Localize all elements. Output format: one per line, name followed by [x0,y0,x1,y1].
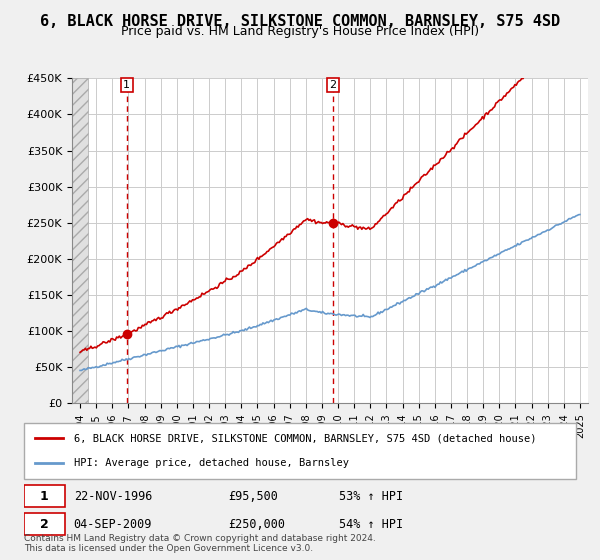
Text: 1: 1 [124,80,130,90]
Text: 2: 2 [329,80,337,90]
Text: 54% ↑ HPI: 54% ↑ HPI [338,517,403,531]
Bar [72,78,88,403]
FancyBboxPatch shape [24,513,65,535]
Text: 6, BLACK HORSE DRIVE, SILKSTONE COMMON, BARNSLEY, S75 4SD: 6, BLACK HORSE DRIVE, SILKSTONE COMMON, … [40,14,560,29]
Text: 1: 1 [40,489,49,503]
Text: HPI: Average price, detached house, Barnsley: HPI: Average price, detached house, Barn… [74,458,349,468]
FancyBboxPatch shape [24,485,65,507]
Text: 04-SEP-2009: 04-SEP-2009 [74,517,152,531]
Text: 2: 2 [40,517,49,531]
Text: £250,000: £250,000 [228,517,285,531]
Text: 53% ↑ HPI: 53% ↑ HPI [338,489,403,503]
Text: Contains HM Land Registry data © Crown copyright and database right 2024.
This d: Contains HM Land Registry data © Crown c… [24,534,376,553]
Text: 6, BLACK HORSE DRIVE, SILKSTONE COMMON, BARNSLEY, S75 4SD (detached house): 6, BLACK HORSE DRIVE, SILKSTONE COMMON, … [74,433,536,444]
Text: 22-NOV-1996: 22-NOV-1996 [74,489,152,503]
Text: Price paid vs. HM Land Registry's House Price Index (HPI): Price paid vs. HM Land Registry's House … [121,25,479,38]
Text: £95,500: £95,500 [228,489,278,503]
FancyBboxPatch shape [24,423,576,479]
